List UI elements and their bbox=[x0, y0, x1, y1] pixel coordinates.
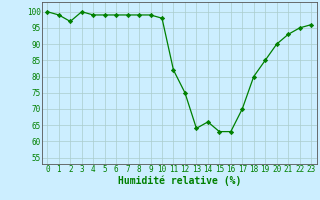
X-axis label: Humidité relative (%): Humidité relative (%) bbox=[117, 175, 241, 186]
